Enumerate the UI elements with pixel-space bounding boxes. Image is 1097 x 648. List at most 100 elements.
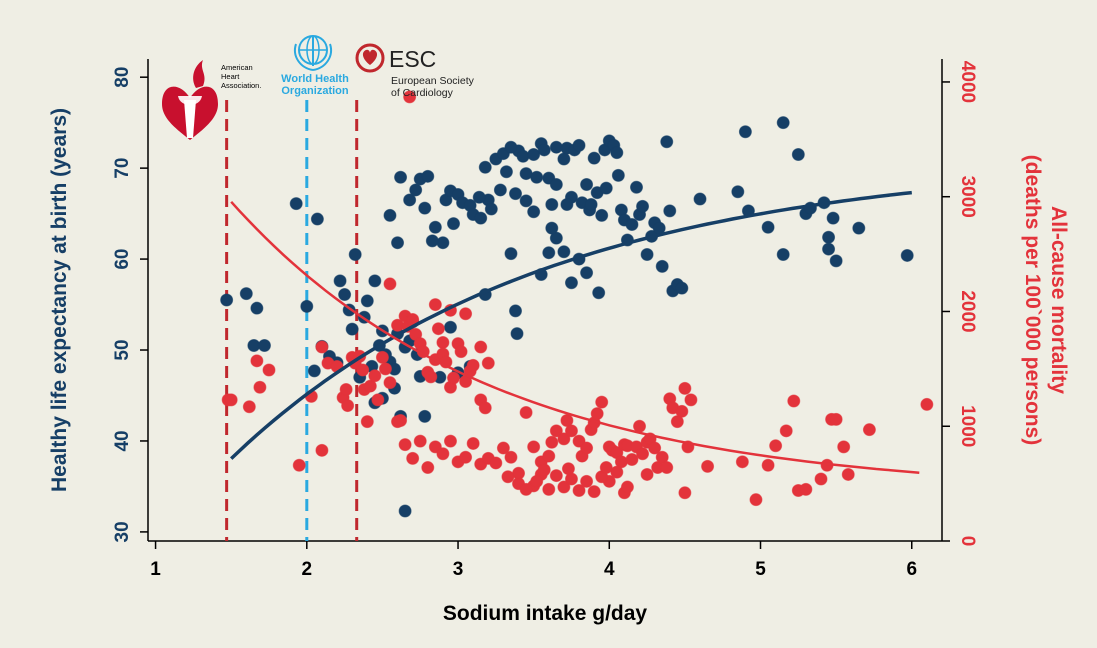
life-expectancy-fit bbox=[230, 190, 912, 460]
mortality-point bbox=[504, 450, 518, 464]
x-tick-label: 6 bbox=[906, 559, 917, 580]
life-expectancy-point bbox=[484, 202, 498, 216]
mortality-point bbox=[501, 470, 515, 484]
mortality-point bbox=[557, 480, 571, 494]
mortality-point bbox=[356, 363, 370, 377]
left-tick-label: 40 bbox=[112, 430, 133, 451]
mortality-point bbox=[315, 340, 329, 354]
life-expectancy-point bbox=[510, 327, 524, 341]
x-axis-title: Sodium intake g/day bbox=[443, 602, 648, 625]
x-tick-label: 1 bbox=[150, 559, 161, 580]
life-expectancy-point bbox=[572, 138, 586, 152]
mortality-point bbox=[519, 482, 533, 496]
mortality-point bbox=[391, 415, 405, 429]
mortality-point bbox=[549, 469, 563, 483]
mortality-point bbox=[403, 90, 417, 104]
life-expectancy-point bbox=[527, 205, 541, 219]
life-expectancy-point bbox=[516, 149, 530, 163]
life-expectancy-point bbox=[610, 146, 624, 160]
life-expectancy-point bbox=[655, 259, 669, 273]
life-expectancy-point bbox=[822, 242, 836, 256]
life-expectancy-point bbox=[333, 274, 347, 288]
mortality-point bbox=[749, 493, 763, 507]
mortality-point bbox=[590, 407, 604, 421]
mortality-point bbox=[779, 424, 793, 438]
life-expectancy-point bbox=[360, 294, 374, 308]
life-expectancy-point bbox=[428, 220, 442, 234]
right-tick-label: 0 bbox=[957, 536, 978, 547]
mortality-point bbox=[360, 415, 374, 429]
life-expectancy-point bbox=[443, 320, 457, 334]
mortality-point bbox=[799, 482, 813, 496]
fit-curve-layer bbox=[230, 190, 920, 474]
mortality-point bbox=[814, 472, 828, 486]
mortality-point bbox=[564, 424, 578, 438]
life-expectancy-point bbox=[220, 293, 234, 307]
mortality-point bbox=[648, 441, 662, 455]
mortality-point bbox=[660, 461, 674, 475]
mortality-point bbox=[636, 447, 650, 461]
life-expectancy-point bbox=[738, 125, 752, 139]
life-expectancy-point bbox=[545, 221, 559, 235]
life-expectancy-point bbox=[509, 304, 523, 318]
mortality-point bbox=[454, 345, 468, 359]
mortality-point bbox=[292, 458, 306, 472]
life-expectancy-point bbox=[822, 230, 836, 244]
mortality-point bbox=[428, 298, 442, 312]
tick-layer: 1 2 3 4 5 6 30 40 50 60 70 80 0 1000 2000 3000 4000 bbox=[112, 61, 978, 580]
mortality-point bbox=[675, 404, 689, 418]
mortality-point bbox=[368, 369, 382, 383]
life-expectancy-point bbox=[310, 212, 324, 226]
life-expectancy-point bbox=[560, 198, 574, 212]
mortality-point bbox=[549, 424, 563, 438]
life-expectancy-point bbox=[345, 322, 359, 336]
mortality-point bbox=[262, 363, 276, 377]
life-expectancy-point bbox=[580, 178, 594, 192]
mortality-point bbox=[580, 474, 594, 488]
mortality-point bbox=[421, 461, 435, 475]
mortality-point bbox=[542, 482, 556, 496]
mortality-point bbox=[678, 486, 692, 500]
life-expectancy-point bbox=[761, 220, 775, 234]
mortality-point bbox=[341, 399, 355, 413]
life-expectancy-point bbox=[307, 364, 321, 378]
life-expectancy-point bbox=[289, 197, 303, 211]
mortality-point bbox=[684, 393, 698, 407]
life-expectancy-point bbox=[545, 198, 559, 212]
mortality-point bbox=[406, 451, 420, 465]
aha-logo: American Heart Association. bbox=[162, 60, 261, 140]
mortality-point bbox=[459, 450, 473, 464]
life-expectancy-point bbox=[675, 281, 689, 295]
life-expectancy-point bbox=[418, 201, 432, 215]
esc-title: ESC bbox=[389, 46, 436, 72]
life-expectancy-point bbox=[239, 287, 253, 301]
who-text-1: World Health bbox=[281, 73, 349, 85]
life-expectancy-point bbox=[549, 178, 563, 192]
right-axis-title-line1: All-cause mortality bbox=[1047, 206, 1070, 394]
mortality-point bbox=[466, 358, 480, 372]
aha-text-2: Heart bbox=[221, 72, 240, 81]
mortality-point bbox=[761, 458, 775, 472]
left-tick-label: 30 bbox=[112, 521, 133, 542]
mortality-point bbox=[829, 412, 843, 426]
life-expectancy-point bbox=[776, 116, 790, 130]
mortality-point bbox=[769, 439, 783, 453]
life-expectancy-point bbox=[776, 248, 790, 262]
mortality-point bbox=[561, 462, 575, 476]
life-expectancy-point bbox=[519, 194, 533, 208]
x-tick-label: 2 bbox=[302, 559, 313, 580]
life-expectancy-point bbox=[418, 409, 432, 423]
mortality-point bbox=[735, 455, 749, 469]
life-expectancy-point bbox=[557, 152, 571, 166]
mortality-point bbox=[315, 443, 329, 457]
mortality-point bbox=[587, 485, 601, 499]
life-expectancy-point bbox=[504, 140, 518, 154]
life-expectancy-point bbox=[663, 204, 677, 218]
life-expectancy-point bbox=[587, 151, 601, 165]
life-expectancy-point bbox=[409, 183, 423, 197]
life-expectancy-point bbox=[499, 165, 513, 179]
life-expectancy-point bbox=[693, 192, 707, 206]
life-expectancy-point bbox=[436, 236, 450, 250]
life-expectancy-point bbox=[394, 170, 408, 184]
left-tick-label: 60 bbox=[112, 249, 133, 270]
